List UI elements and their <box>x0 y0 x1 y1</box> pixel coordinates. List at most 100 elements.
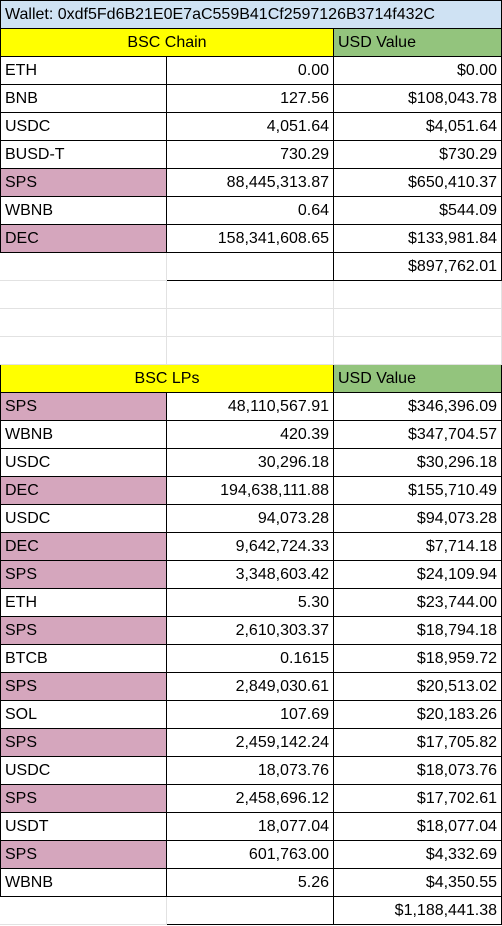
usd-value-cell[interactable]: $23,744.00 <box>334 589 502 617</box>
usd-value-cell[interactable]: $650,410.37 <box>334 169 502 197</box>
usd-value-cell[interactable]: $346,396.09 <box>334 393 502 421</box>
amount-cell[interactable]: 18,073.76 <box>167 757 334 785</box>
token-cell[interactable]: WBNB <box>0 421 167 449</box>
total-usd-cell[interactable]: $1,188,441.38 <box>334 897 502 925</box>
empty-cell[interactable] <box>0 897 167 925</box>
usd-value-cell[interactable]: $4,332.69 <box>334 841 502 869</box>
amount-cell[interactable]: 5.30 <box>167 589 334 617</box>
table-header-row: BSC Chain USD Value <box>0 29 502 57</box>
token-header-cell[interactable]: BSC LPs <box>0 365 334 393</box>
token-cell[interactable]: SOL <box>0 701 167 729</box>
empty-cell[interactable] <box>167 253 334 281</box>
total-usd-cell[interactable]: $897,762.01 <box>334 253 502 281</box>
token-cell[interactable]: BUSD-T <box>0 141 167 169</box>
token-cell[interactable]: BTCB <box>0 645 167 673</box>
token-cell[interactable]: SPS <box>0 841 167 869</box>
empty-cell[interactable] <box>167 309 334 337</box>
usd-value-cell[interactable]: $347,704.57 <box>334 421 502 449</box>
token-cell[interactable]: USDC <box>0 505 167 533</box>
empty-cell[interactable] <box>334 337 502 365</box>
usd-value-header-cell[interactable]: USD Value <box>334 29 502 57</box>
empty-cell[interactable] <box>0 281 167 309</box>
empty-cell[interactable] <box>334 281 502 309</box>
usd-value-cell[interactable]: $7,714.18 <box>334 533 502 561</box>
table-row: SPS 601,763.00 $4,332.69 <box>0 841 502 869</box>
amount-cell[interactable]: 48,110,567.91 <box>167 393 334 421</box>
usd-value-cell[interactable]: $18,077.04 <box>334 813 502 841</box>
token-cell[interactable]: USDT <box>0 813 167 841</box>
empty-cell[interactable] <box>0 253 167 281</box>
amount-cell[interactable]: 601,763.00 <box>167 841 334 869</box>
token-cell[interactable]: DEC <box>0 225 167 253</box>
empty-cell[interactable] <box>167 281 334 309</box>
empty-cell[interactable] <box>334 309 502 337</box>
token-cell[interactable]: SPS <box>0 729 167 757</box>
token-cell[interactable]: SPS <box>0 393 167 421</box>
amount-cell[interactable]: 730.29 <box>167 141 334 169</box>
token-cell[interactable]: WBNB <box>0 869 167 897</box>
amount-cell[interactable]: 194,638,111.88 <box>167 477 334 505</box>
empty-cell[interactable] <box>167 337 334 365</box>
usd-value-header-cell[interactable]: USD Value <box>334 365 502 393</box>
usd-value-cell[interactable]: $730.29 <box>334 141 502 169</box>
usd-value-cell[interactable]: $20,183.26 <box>334 701 502 729</box>
amount-cell[interactable]: 0.1615 <box>167 645 334 673</box>
amount-cell[interactable]: 0.00 <box>167 57 334 85</box>
amount-cell[interactable]: 5.26 <box>167 869 334 897</box>
amount-cell[interactable]: 2,610,303.37 <box>167 617 334 645</box>
usd-value-cell[interactable]: $17,705.82 <box>334 729 502 757</box>
token-cell[interactable]: SPS <box>0 169 167 197</box>
amount-cell[interactable]: 158,341,608.65 <box>167 225 334 253</box>
amount-cell[interactable]: 127.56 <box>167 85 334 113</box>
amount-cell[interactable]: 0.64 <box>167 197 334 225</box>
token-cell[interactable]: BNB <box>0 85 167 113</box>
amount-cell[interactable]: 30,296.18 <box>167 449 334 477</box>
token-cell[interactable]: ETH <box>0 57 167 85</box>
usd-value-cell[interactable]: $108,043.78 <box>334 85 502 113</box>
amount-cell[interactable]: 107.69 <box>167 701 334 729</box>
amount-cell[interactable]: 94,073.28 <box>167 505 334 533</box>
usd-value-cell[interactable]: $133,981.84 <box>334 225 502 253</box>
usd-value-cell[interactable]: $4,051.64 <box>334 113 502 141</box>
wallet-address-cell[interactable]: Wallet: 0xdf5Fd6B21E0E7aC559B41Cf2597126… <box>0 0 502 29</box>
amount-cell[interactable]: 4,051.64 <box>167 113 334 141</box>
bsc-lps-table: BSC LPs USD Value SPS 48,110,567.91 $346,396… <box>0 365 502 925</box>
amount-cell[interactable]: 2,459,142.24 <box>167 729 334 757</box>
token-cell[interactable]: SPS <box>0 617 167 645</box>
usd-value-cell[interactable]: $155,710.49 <box>334 477 502 505</box>
amount-cell[interactable]: 420.39 <box>167 421 334 449</box>
usd-value-cell[interactable]: $0.00 <box>334 57 502 85</box>
usd-value-cell[interactable]: $24,109.94 <box>334 561 502 589</box>
usd-value-cell[interactable]: $4,350.55 <box>334 869 502 897</box>
token-cell[interactable]: DEC <box>0 533 167 561</box>
table-row: SPS 2,849,030.61 $20,513.02 <box>0 673 502 701</box>
token-cell[interactable]: DEC <box>0 477 167 505</box>
empty-cell[interactable] <box>0 309 167 337</box>
usd-value-cell[interactable]: $30,296.18 <box>334 449 502 477</box>
empty-cell[interactable] <box>0 337 167 365</box>
usd-value-cell[interactable]: $18,959.72 <box>334 645 502 673</box>
empty-cell[interactable] <box>167 897 334 925</box>
token-cell[interactable]: SPS <box>0 785 167 813</box>
token-cell[interactable]: USDC <box>0 449 167 477</box>
amount-cell[interactable]: 3,348,603.42 <box>167 561 334 589</box>
amount-cell[interactable]: 88,445,313.87 <box>167 169 334 197</box>
usd-value-cell[interactable]: $18,794.18 <box>334 617 502 645</box>
amount-cell[interactable]: 2,849,030.61 <box>167 673 334 701</box>
token-header-cell[interactable]: BSC Chain <box>0 29 334 57</box>
amount-cell[interactable]: 18,077.04 <box>167 813 334 841</box>
token-cell[interactable]: ETH <box>0 589 167 617</box>
token-cell[interactable]: SPS <box>0 561 167 589</box>
usd-value-cell[interactable]: $18,073.76 <box>334 757 502 785</box>
token-cell[interactable]: WBNB <box>0 197 167 225</box>
usd-value-cell[interactable]: $20,513.02 <box>334 673 502 701</box>
usd-value-cell[interactable]: $544.09 <box>334 197 502 225</box>
token-cell[interactable]: SPS <box>0 673 167 701</box>
token-cell[interactable]: USDC <box>0 757 167 785</box>
token-cell[interactable]: USDC <box>0 113 167 141</box>
usd-value-cell[interactable]: $94,073.28 <box>334 505 502 533</box>
usd-value-cell[interactable]: $17,702.61 <box>334 785 502 813</box>
amount-cell[interactable]: 9,642,724.33 <box>167 533 334 561</box>
amount-cell[interactable]: 2,458,696.12 <box>167 785 334 813</box>
